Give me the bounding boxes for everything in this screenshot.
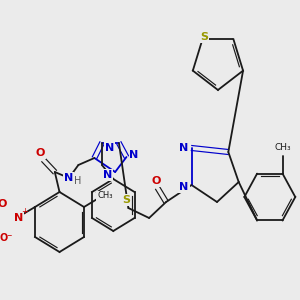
Text: S: S bbox=[122, 195, 130, 205]
Text: S: S bbox=[200, 32, 208, 42]
Text: N: N bbox=[179, 182, 189, 192]
Text: N: N bbox=[179, 143, 189, 153]
Text: O: O bbox=[151, 176, 160, 186]
Text: N: N bbox=[14, 213, 24, 223]
Text: CH₃: CH₃ bbox=[97, 191, 112, 200]
Text: CH₃: CH₃ bbox=[274, 143, 291, 152]
Text: N: N bbox=[105, 143, 114, 153]
Text: +: + bbox=[21, 206, 28, 215]
Text: N: N bbox=[64, 173, 74, 183]
Text: N: N bbox=[103, 170, 112, 180]
Text: O: O bbox=[0, 199, 7, 209]
Text: O: O bbox=[36, 148, 45, 158]
Text: N: N bbox=[129, 150, 139, 160]
Text: H: H bbox=[74, 176, 81, 186]
Text: O⁻: O⁻ bbox=[0, 233, 13, 243]
